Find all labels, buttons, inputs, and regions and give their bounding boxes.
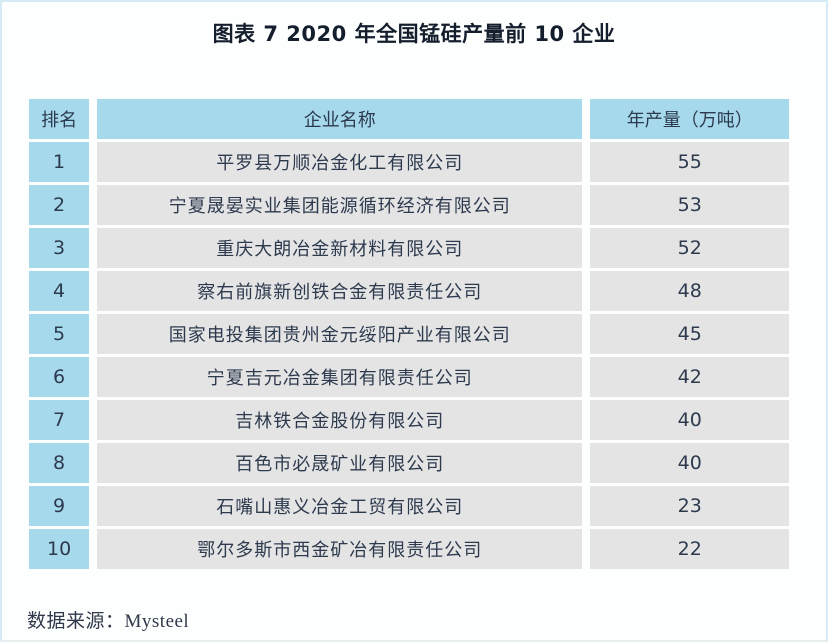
data-source: 数据来源：Mysteel bbox=[27, 611, 190, 632]
rank-cell: 8 bbox=[29, 443, 90, 483]
table-row: 2 宁夏晟晏实业集团能源循环经济有限公司 53 bbox=[29, 185, 789, 225]
company-cell: 石嘴山惠义冶金工贸有限公司 bbox=[97, 486, 583, 526]
company-cell: 平罗县万顺冶金化工有限公司 bbox=[97, 142, 583, 182]
table-row: 1 平罗县万顺冶金化工有限公司 55 bbox=[29, 142, 789, 182]
table-row: 3 重庆大朗冶金新材料有限公司 52 bbox=[29, 228, 789, 268]
output-cell: 45 bbox=[590, 314, 789, 354]
rank-cell: 7 bbox=[29, 400, 90, 440]
table-body: 1 平罗县万顺冶金化工有限公司 55 2 宁夏晟晏实业集团能源循环经济有限公司 … bbox=[29, 142, 789, 569]
rank-cell: 5 bbox=[29, 314, 90, 354]
output-cell: 40 bbox=[590, 400, 789, 440]
output-cell: 55 bbox=[590, 142, 789, 182]
output-cell: 53 bbox=[590, 185, 789, 225]
table-row: 6 宁夏吉元冶金集团有限责任公司 42 bbox=[29, 357, 789, 397]
rank-cell: 4 bbox=[29, 271, 90, 311]
company-cell: 重庆大朗冶金新材料有限公司 bbox=[97, 228, 583, 268]
output-cell: 40 bbox=[590, 443, 789, 483]
company-cell: 吉林铁合金股份有限公司 bbox=[97, 400, 583, 440]
column-header-rank: 排名 bbox=[29, 99, 90, 139]
company-cell: 国家电投集团贵州金元绥阳产业有限公司 bbox=[97, 314, 583, 354]
output-cell: 48 bbox=[590, 271, 789, 311]
table-row: 5 国家电投集团贵州金元绥阳产业有限公司 45 bbox=[29, 314, 789, 354]
table-row: 4 察右前旗新创铁合金有限责任公司 48 bbox=[29, 271, 789, 311]
column-header-output: 年产量（万吨） bbox=[590, 99, 789, 139]
company-cell: 宁夏吉元冶金集团有限责任公司 bbox=[97, 357, 583, 397]
table-header-row: 排名 企业名称 年产量（万吨） bbox=[29, 99, 789, 139]
company-cell: 百色市必晟矿业有限公司 bbox=[97, 443, 583, 483]
company-cell: 宁夏晟晏实业集团能源循环经济有限公司 bbox=[97, 185, 583, 225]
output-cell: 52 bbox=[590, 228, 789, 268]
company-cell: 鄂尔多斯市西金矿冶有限责任公司 bbox=[97, 529, 583, 569]
column-header-company: 企业名称 bbox=[97, 99, 583, 139]
rank-cell: 10 bbox=[29, 529, 90, 569]
table-row: 10 鄂尔多斯市西金矿冶有限责任公司 22 bbox=[29, 529, 789, 569]
table-row: 9 石嘴山惠义冶金工贸有限公司 23 bbox=[29, 486, 789, 526]
rank-cell: 2 bbox=[29, 185, 90, 225]
output-cell: 22 bbox=[590, 529, 789, 569]
page-title: 图表 7 2020 年全国锰硅产量前 10 企业 bbox=[212, 22, 616, 46]
company-cell: 察右前旗新创铁合金有限责任公司 bbox=[97, 271, 583, 311]
table-row: 7 吉林铁合金股份有限公司 40 bbox=[29, 400, 789, 440]
rank-cell: 3 bbox=[29, 228, 90, 268]
output-cell: 23 bbox=[590, 486, 789, 526]
rank-cell: 9 bbox=[29, 486, 90, 526]
table-row: 8 百色市必晟矿业有限公司 40 bbox=[29, 443, 789, 483]
output-cell: 42 bbox=[590, 357, 789, 397]
production-table: 排名 企业名称 年产量（万吨） 1 平罗县万顺冶金化工有限公司 55 2 宁夏晟… bbox=[21, 96, 797, 572]
rank-cell: 1 bbox=[29, 142, 90, 182]
rank-cell: 6 bbox=[29, 357, 90, 397]
